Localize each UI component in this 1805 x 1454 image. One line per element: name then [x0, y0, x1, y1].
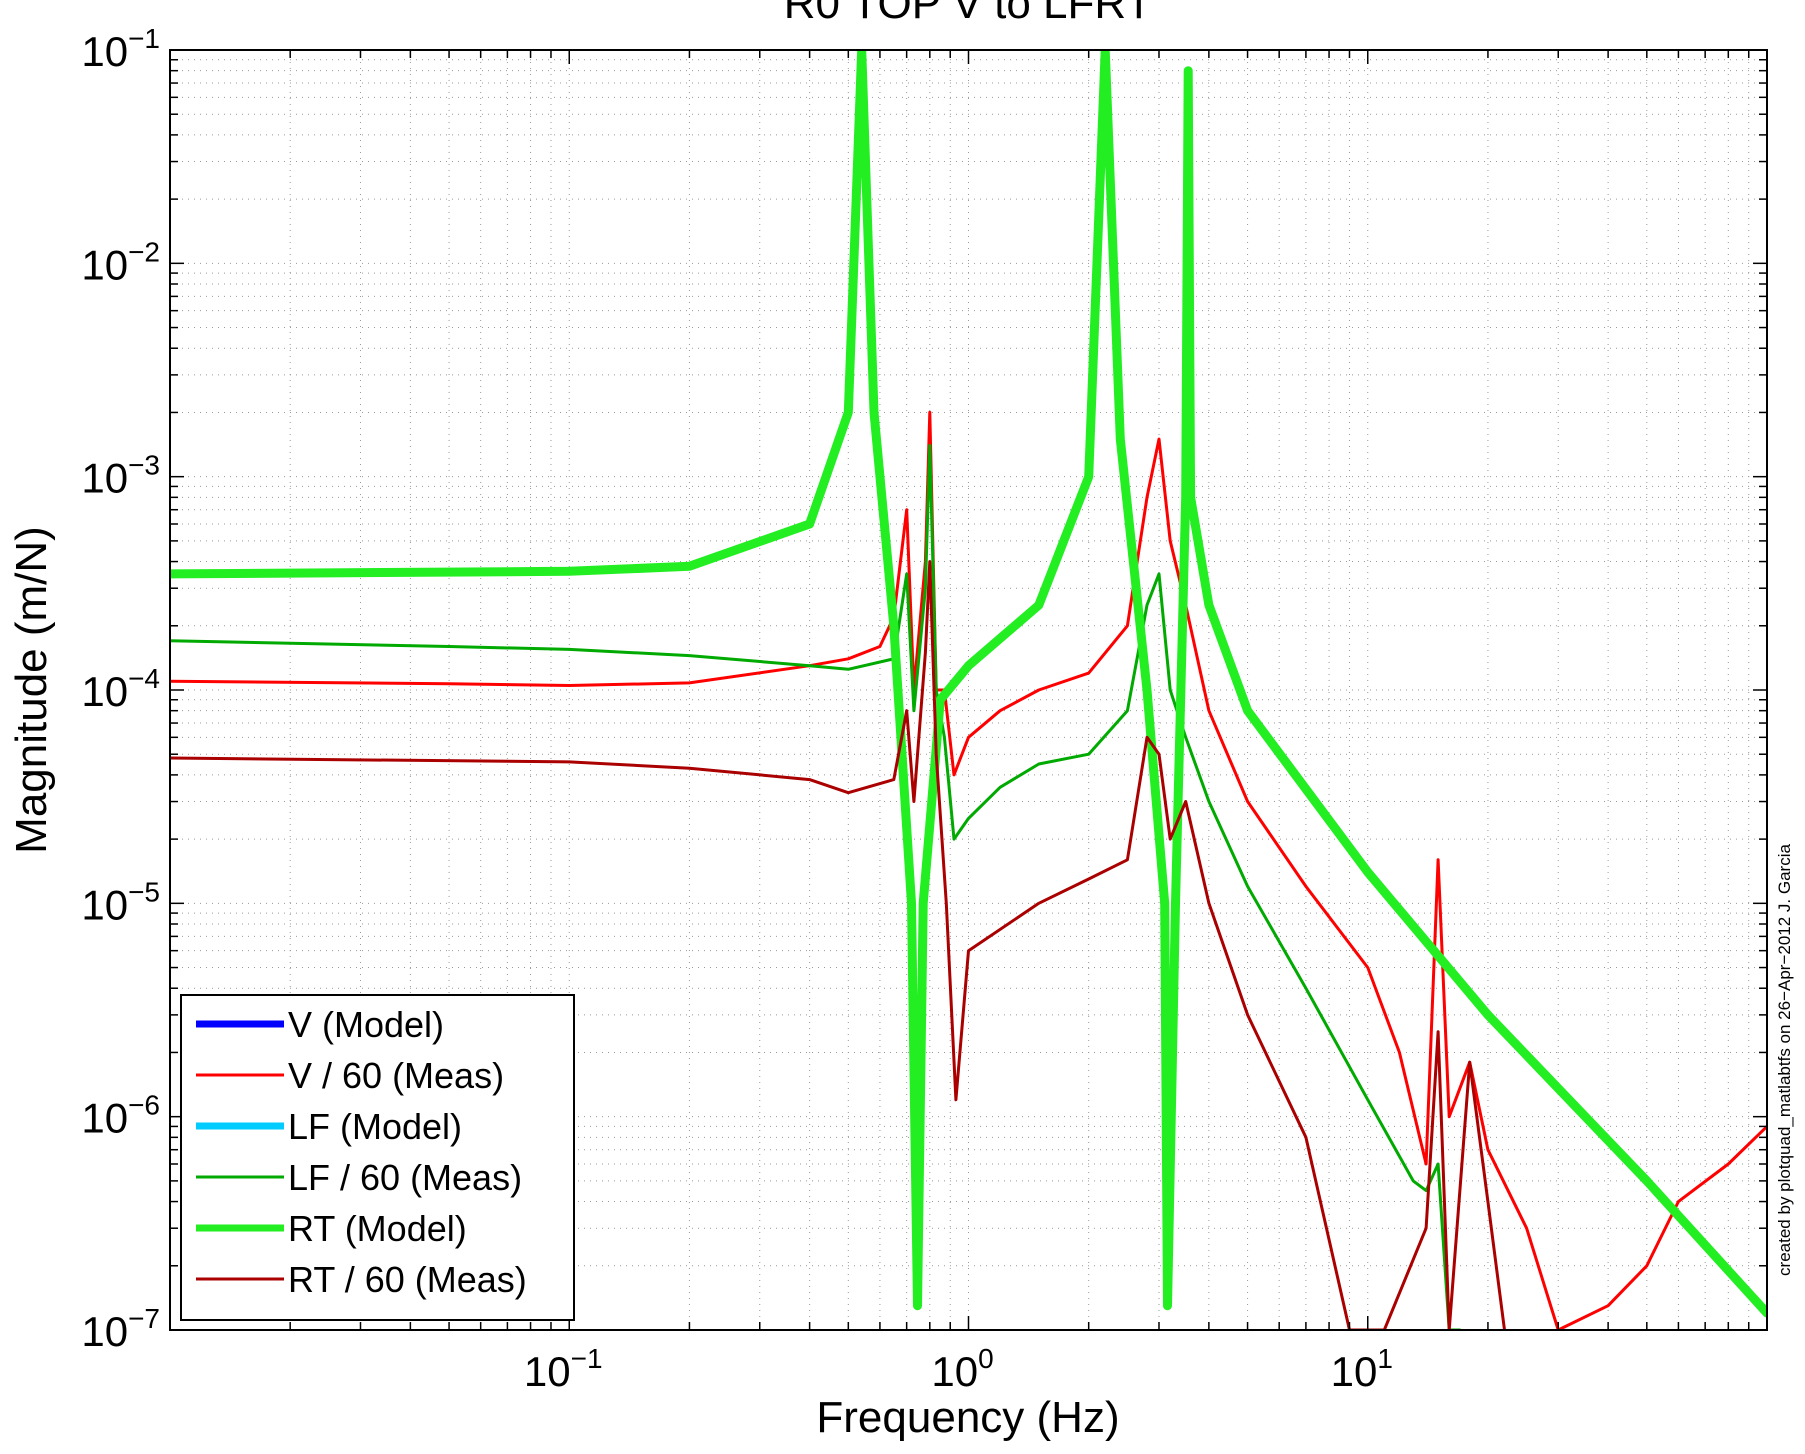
x-tick-label: 10−1 [524, 1343, 603, 1395]
series-line-1 [170, 410, 1767, 1330]
chart-title: R0 TOP V to LFRT [784, 0, 1152, 28]
y-tick-label: 10−6 [81, 1090, 160, 1142]
y-tick-label: 10−3 [81, 450, 160, 502]
credit-text: created by plotquad_matlabtfs on 26−Apr−… [1775, 844, 1794, 1276]
grid-lines [169, 50, 1767, 1331]
series-layer [170, 50, 1767, 1330]
legend-label-4: RT (Model) [288, 1208, 467, 1249]
y-axis-label: Magnitude (m/N) [7, 526, 56, 854]
x-tick-label: 100 [931, 1343, 993, 1395]
y-axis-tick-labels: 10−1 10−2 10−3 10−4 10−5 10−6 10−7 [81, 23, 160, 1355]
y-tick-label: 10−7 [81, 1303, 160, 1355]
legend-label-3: LF / 60 (Meas) [288, 1157, 522, 1198]
x-axis-label: Frequency (Hz) [816, 1393, 1119, 1442]
y-tick-label: 10−4 [81, 663, 160, 715]
y-tick-label: 10−1 [81, 23, 160, 75]
legend-label-0: V (Model) [288, 1004, 444, 1045]
legend: V (Model) V / 60 (Meas) LF (Model) LF / 60 … [180, 994, 575, 1321]
legend-label-5: RT / 60 (Meas) [288, 1259, 527, 1300]
x-tick-label: 101 [1331, 1343, 1393, 1395]
x-axis-tick-labels: 10−1 100 101 [524, 1343, 1393, 1395]
series-line-3 [170, 444, 1462, 1330]
legend-box [180, 994, 575, 1321]
series-line-4 [170, 50, 1767, 1318]
y-tick-label: 10−5 [81, 876, 160, 928]
y-tick-label: 10−2 [81, 236, 160, 288]
series-line-5 [170, 560, 1506, 1330]
legend-label-2: LF (Model) [288, 1106, 462, 1147]
legend-label-1: V / 60 (Meas) [288, 1055, 504, 1096]
axis-ticks [169, 50, 1767, 1331]
